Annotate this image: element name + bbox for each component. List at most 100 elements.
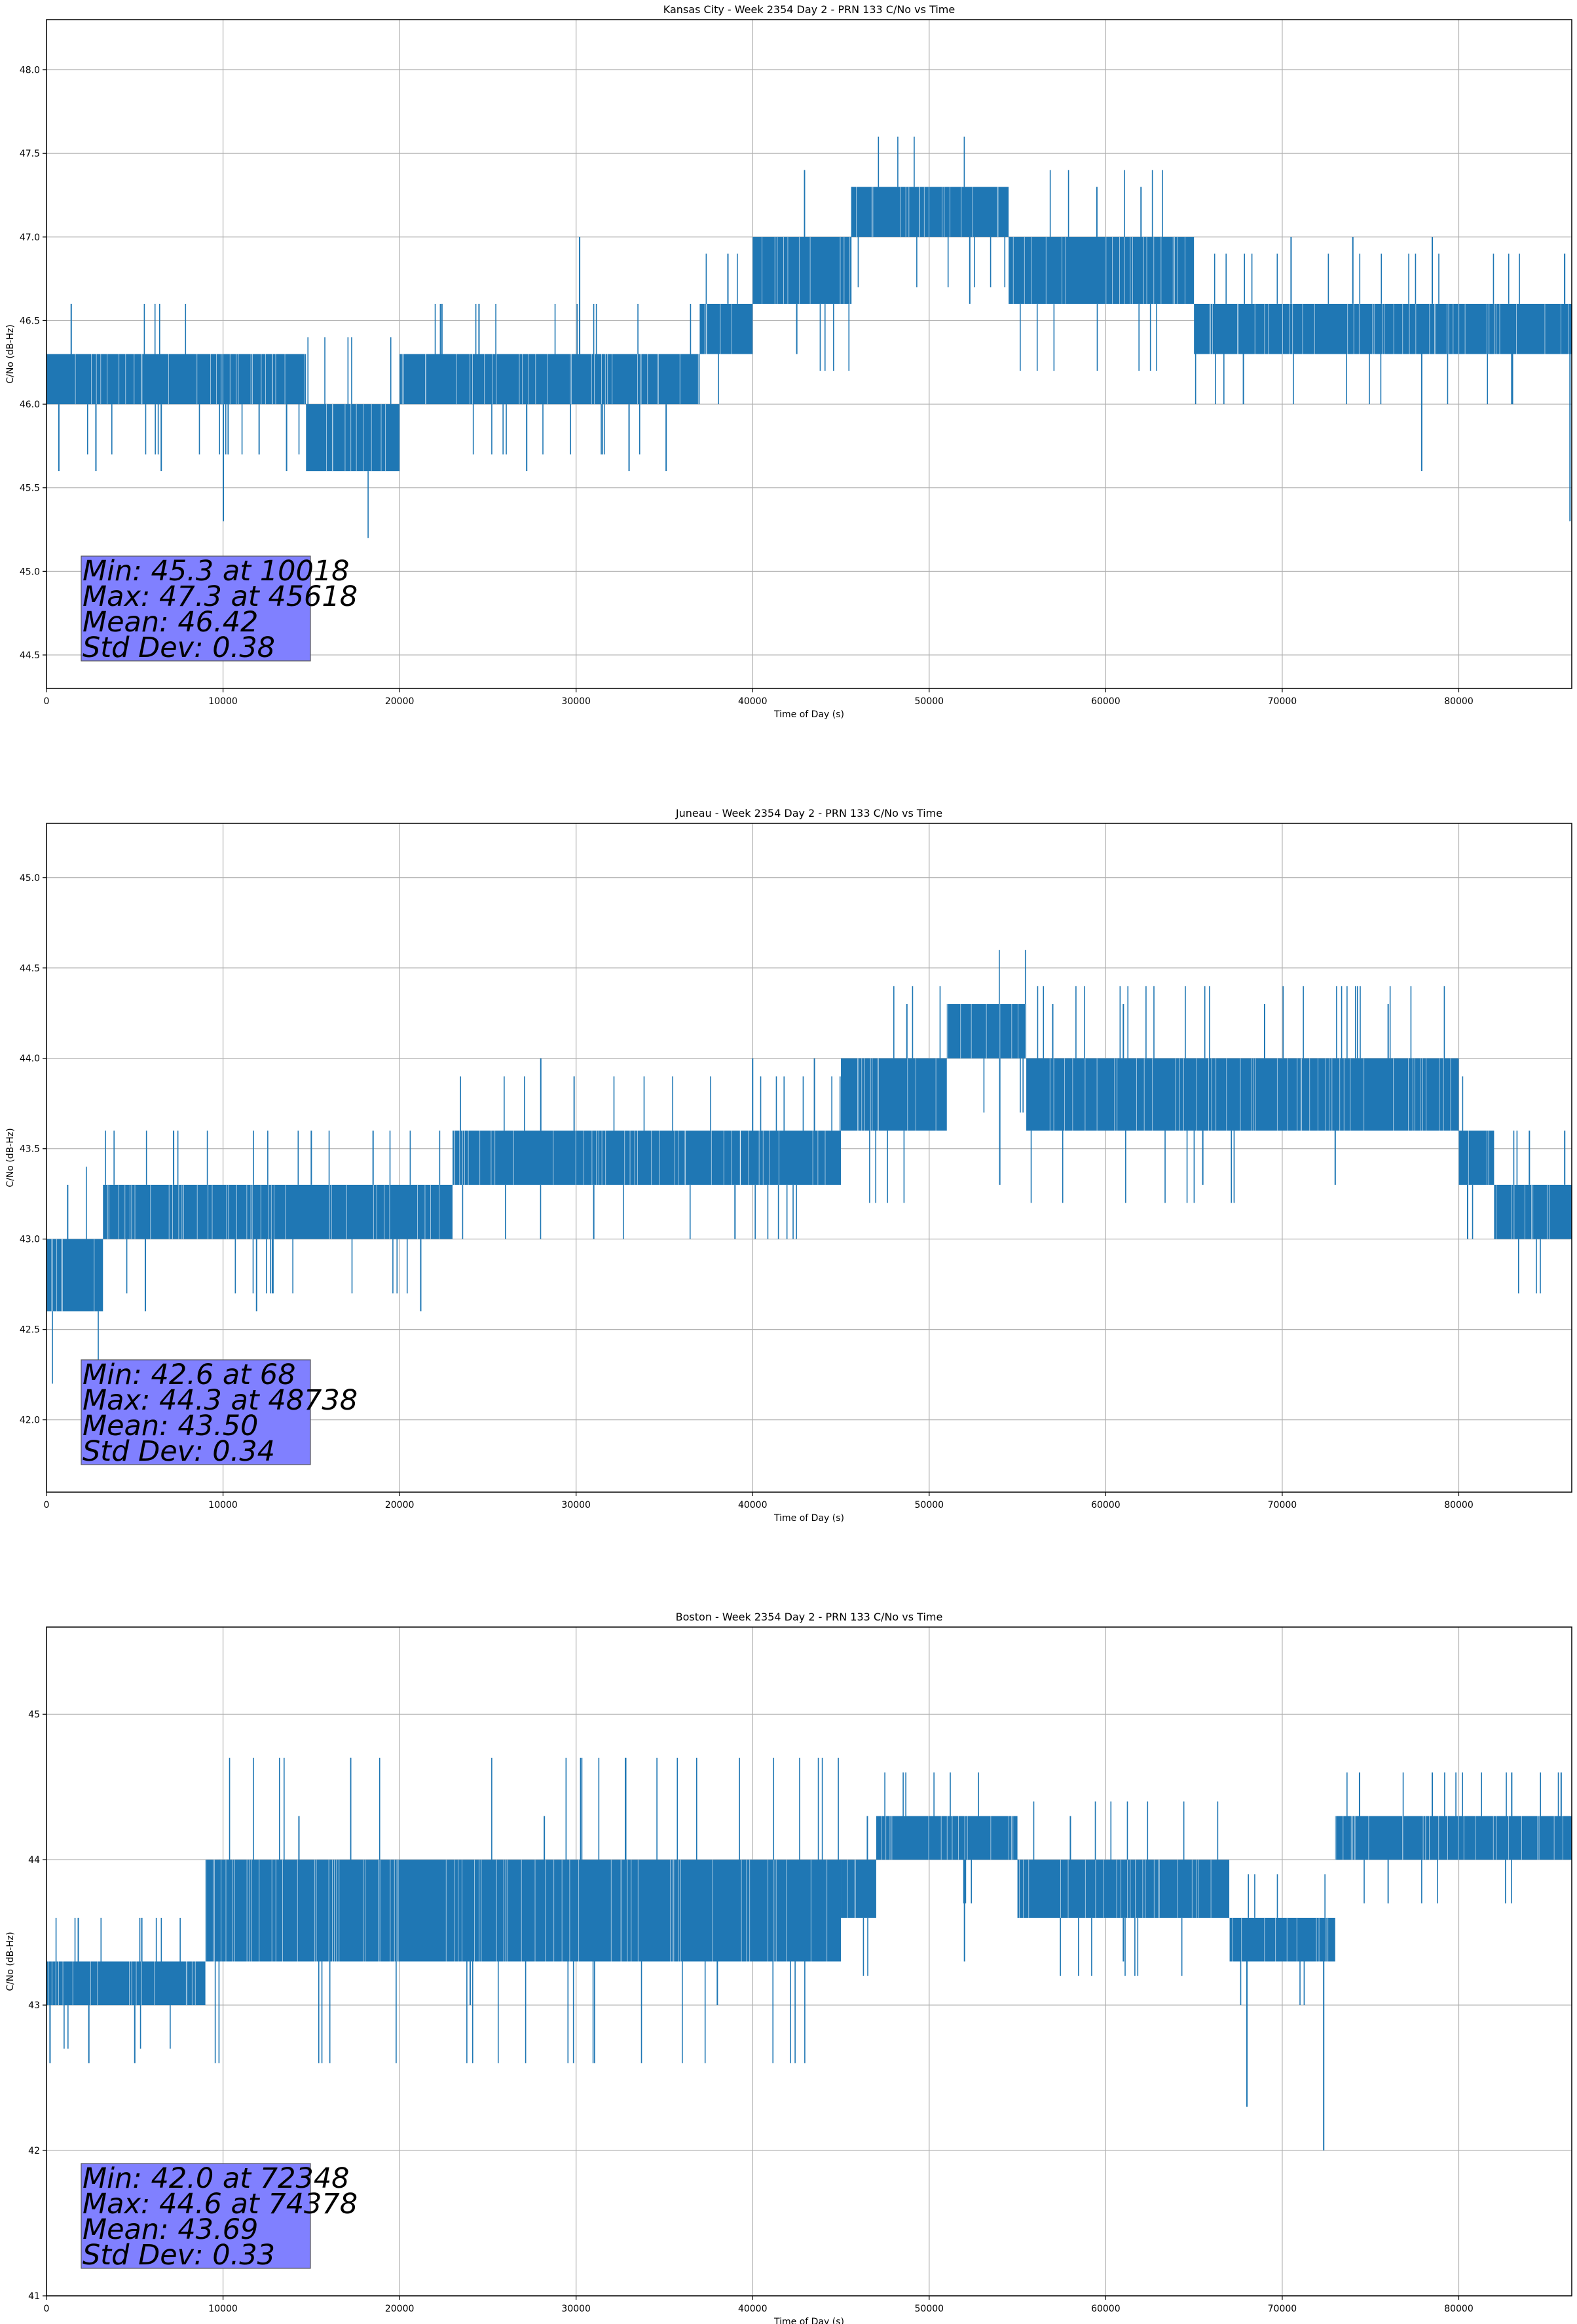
chart-title: Juneau - Week 2354 Day 2 - PRN 133 C/No … bbox=[675, 807, 942, 819]
chart-panel-1: 0 10000 20000 30000 40000 50000 60000 70000 8000… bbox=[5, 3, 1572, 720]
stats-line: Mean: 43.50 bbox=[83, 1410, 258, 1442]
chart-title: Kansas City - Week 2354 Day 2 - PRN 133 … bbox=[663, 3, 955, 16]
chart-panel-3: 0 10000 20000 30000 40000 50000 60000 70000 8000… bbox=[5, 1611, 1572, 2324]
y-tick-label: 45 bbox=[28, 1710, 40, 1720]
x-tick-label: 80000 bbox=[1444, 1500, 1474, 1510]
x-tick-label: 40000 bbox=[738, 2304, 768, 2314]
x-tick-label: 80000 bbox=[1444, 696, 1474, 707]
y-tick-label: 45.0 bbox=[20, 873, 40, 884]
y-tick-label: 44.0 bbox=[20, 1054, 40, 1064]
axes-frame bbox=[46, 823, 1572, 1493]
y-axis-label: C/No (dB-Hz) bbox=[5, 1932, 16, 1991]
y-tick-label: 44.5 bbox=[20, 650, 40, 661]
x-axis-label: Time of Day (s) bbox=[773, 2317, 844, 2324]
stats-line: Std Dev: 0.33 bbox=[83, 2239, 275, 2272]
x-tick-label: 70000 bbox=[1268, 1500, 1297, 1510]
band-segment bbox=[1194, 303, 1572, 354]
stats-box bbox=[81, 1359, 311, 1465]
x-tick-label: 10000 bbox=[208, 696, 238, 707]
band-segment bbox=[399, 354, 700, 405]
axes-frame bbox=[46, 1626, 1572, 2296]
y-tick-label: 48.0 bbox=[20, 66, 40, 76]
band-segment bbox=[841, 1860, 876, 1918]
band-segment bbox=[46, 354, 306, 405]
x-tick-label: 80000 bbox=[1444, 2304, 1474, 2314]
band-segment bbox=[46, 1239, 103, 1312]
x-tick-label: 50000 bbox=[915, 1500, 944, 1510]
y-tick-label: 44 bbox=[28, 1855, 40, 1865]
x-tick-label: 30000 bbox=[561, 696, 591, 707]
x-tick-label: 20000 bbox=[385, 2304, 415, 2314]
stats-box bbox=[81, 2163, 311, 2269]
y-tick-label: 44.5 bbox=[20, 964, 40, 974]
band-segment bbox=[46, 1961, 206, 2006]
series-line bbox=[46, 1757, 1572, 2151]
x-tick-label: 60000 bbox=[1091, 696, 1121, 707]
x-tick-label: 70000 bbox=[1268, 2304, 1297, 2314]
x-tick-label: 60000 bbox=[1091, 2304, 1121, 2314]
band-segment bbox=[452, 1131, 842, 1185]
y-axis-label: C/No (dB-Hz) bbox=[5, 324, 16, 383]
series-line bbox=[46, 136, 1572, 538]
stats-box bbox=[81, 555, 311, 662]
stats-line: Min: 42.0 at 72348 bbox=[83, 2162, 350, 2195]
band-segment bbox=[876, 1816, 1018, 1860]
y-tick-label: 46.5 bbox=[20, 316, 40, 326]
x-tick-label: 70000 bbox=[1268, 696, 1297, 707]
band-segment bbox=[851, 187, 1009, 237]
band-segment bbox=[306, 404, 400, 472]
x-tick-label: 50000 bbox=[915, 2304, 944, 2314]
y-tick-label: 42.0 bbox=[20, 1415, 40, 1426]
x-tick-label: 60000 bbox=[1091, 1500, 1121, 1510]
stats-line: Mean: 43.69 bbox=[83, 2213, 258, 2246]
x-tick-label: 30000 bbox=[561, 1500, 591, 1510]
x-axis-label: Time of Day (s) bbox=[773, 1513, 844, 1524]
stats-line: Std Dev: 0.34 bbox=[83, 1435, 275, 1468]
stats-line: Min: 45.3 at 10018 bbox=[83, 555, 350, 588]
stats-line: Max: 44.6 at 74378 bbox=[83, 2188, 358, 2221]
y-tick-label: 46.0 bbox=[20, 400, 40, 410]
band-segment bbox=[699, 303, 753, 354]
x-tick-label: 20000 bbox=[385, 1500, 415, 1510]
band-segment bbox=[205, 1860, 842, 1962]
x-tick-label: 0 bbox=[44, 2304, 50, 2314]
stats-line: Std Dev: 0.38 bbox=[83, 631, 275, 664]
stats-line: Max: 44.3 at 48738 bbox=[83, 1384, 358, 1417]
x-tick-label: 30000 bbox=[561, 2304, 591, 2314]
chart-title: Boston - Week 2354 Day 2 - PRN 133 C/No … bbox=[676, 1611, 943, 1623]
x-tick-label: 10000 bbox=[208, 1500, 238, 1510]
x-tick-label: 20000 bbox=[385, 696, 415, 707]
x-tick-label: 50000 bbox=[915, 696, 944, 707]
x-tick-label: 40000 bbox=[738, 1500, 768, 1510]
y-axis-label: C/No (dB-Hz) bbox=[5, 1128, 16, 1187]
x-tick-label: 0 bbox=[44, 1500, 50, 1510]
x-tick-label: 0 bbox=[44, 696, 50, 707]
y-tick-label: 43 bbox=[28, 2000, 40, 2011]
stats-line: Min: 42.6 at 68 bbox=[83, 1359, 295, 1391]
band-segment bbox=[1335, 1816, 1572, 1860]
band-segment bbox=[1009, 236, 1195, 304]
band-segment bbox=[1026, 1058, 1459, 1131]
band-segment bbox=[103, 1184, 453, 1239]
stats-line: Mean: 46.42 bbox=[83, 606, 258, 639]
axes-frame bbox=[46, 19, 1572, 689]
stats-line: Max: 47.3 at 45618 bbox=[83, 580, 358, 613]
y-tick-label: 42.5 bbox=[20, 1325, 40, 1336]
band-segment bbox=[1229, 1917, 1335, 1962]
y-tick-label: 47.5 bbox=[20, 149, 40, 159]
band-segment bbox=[841, 1058, 947, 1131]
series-line bbox=[46, 950, 1572, 1384]
y-tick-label: 41 bbox=[28, 2291, 40, 2302]
chart-panel-2: 0 10000 20000 30000 40000 50000 60000 70000 8000… bbox=[5, 807, 1572, 1524]
y-tick-label: 45.0 bbox=[20, 567, 40, 577]
x-axis-label: Time of Day (s) bbox=[773, 709, 844, 720]
y-tick-label: 47.0 bbox=[20, 233, 40, 243]
band-segment bbox=[1017, 1860, 1230, 1918]
band-segment bbox=[752, 236, 852, 304]
band-segment bbox=[1458, 1131, 1494, 1185]
y-tick-label: 42 bbox=[28, 2146, 40, 2156]
y-tick-label: 43.0 bbox=[20, 1235, 40, 1245]
y-tick-label: 43.5 bbox=[20, 1144, 40, 1155]
x-tick-label: 10000 bbox=[208, 2304, 238, 2314]
